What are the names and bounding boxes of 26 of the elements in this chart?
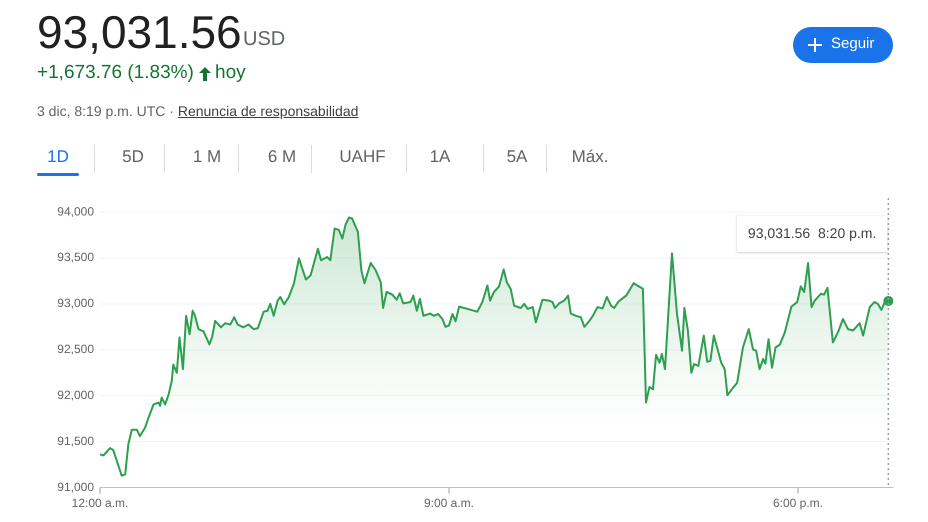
y-tick-label: 92,000 — [57, 388, 94, 402]
text: 6 M — [266, 147, 298, 167]
y-tick-label: 94,000 — [57, 204, 94, 218]
y-tick-label: 93,500 — [57, 250, 94, 264]
y-tick-label: 91,000 — [57, 480, 94, 494]
text: hoy — [215, 62, 246, 84]
text: 3 dic, 8:19 p.m. UTC · — [37, 103, 175, 119]
text: 5D — [121, 147, 145, 167]
text: UAHF — [338, 147, 387, 167]
text: 5A — [506, 147, 528, 167]
annotation: 93,031.56 8:20 p.m. — [748, 224, 876, 241]
text: Seguir — [831, 35, 874, 52]
x-tick-label: 9:00 a.m. — [424, 496, 474, 510]
y-tick-label: 93,000 — [57, 296, 94, 310]
text: 1A — [428, 147, 452, 167]
text: USD — [243, 28, 286, 51]
y-tick-label: 91,500 — [57, 434, 94, 448]
text: Máx. — [570, 147, 610, 167]
x-tick-label: 12:00 a.m. — [72, 496, 128, 510]
x-tick-label: 6:00 p.m. — [772, 496, 824, 510]
text: 1 M — [192, 147, 222, 167]
chart-title: 93,031.56 — [37, 5, 242, 59]
y-tick-label: 92,500 — [57, 342, 94, 356]
text: +1,673.76 (1.83%) — [37, 62, 194, 84]
text: 1D — [46, 147, 70, 167]
text: Renuncia de responsabilidad — [178, 103, 358, 119]
